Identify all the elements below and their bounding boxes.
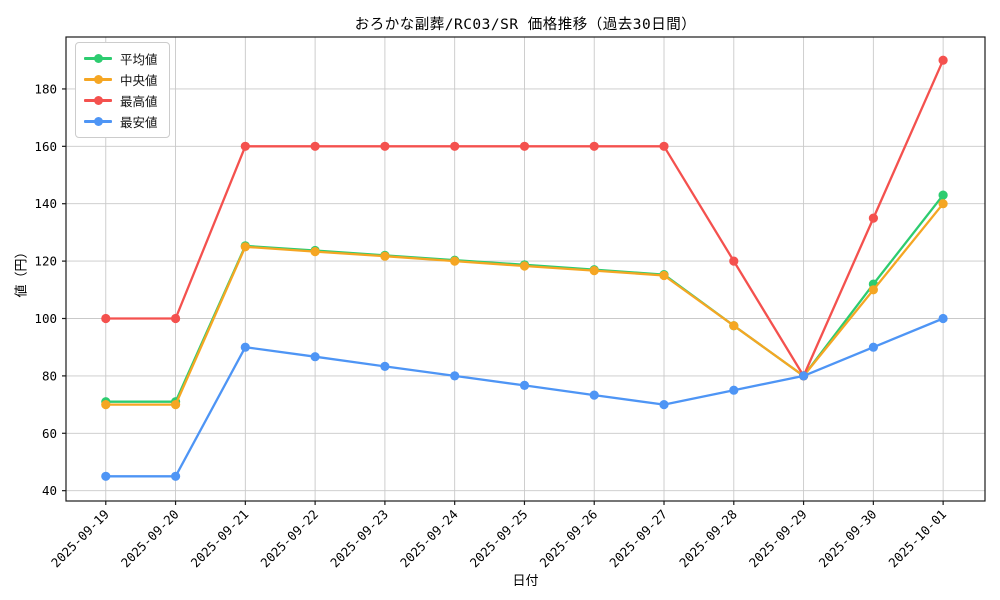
- legend-entry: 平均値: [84, 48, 158, 69]
- x-tick-label: 2025-09-30: [816, 507, 880, 571]
- data-point-最高値: [659, 141, 669, 151]
- chart-title: おろかな副葬/RC03/SR 価格推移（過去30日間）: [354, 17, 697, 33]
- legend-marker-icon: [84, 75, 112, 84]
- legend-label: 最安値: [120, 115, 158, 130]
- legend-marker-icon: [84, 54, 112, 63]
- legend-label: 最高値: [120, 94, 158, 109]
- x-tick-label: 2025-09-19: [48, 507, 112, 571]
- data-point-中央値: [729, 321, 739, 331]
- data-point-最安値: [729, 385, 739, 395]
- data-point-最高値: [589, 141, 599, 151]
- data-point-最安値: [868, 342, 879, 352]
- data-point-中央値: [589, 266, 599, 276]
- y-tick-label: 60: [42, 426, 57, 441]
- data-point-中央値: [240, 242, 250, 252]
- x-tick-label: 2025-09-29: [746, 507, 810, 571]
- data-point-最安値: [659, 400, 669, 410]
- data-point-中央値: [868, 285, 879, 295]
- y-tick-label: 80: [42, 368, 57, 383]
- x-tick-label: 2025-09-24: [397, 507, 461, 571]
- legend-dot: [94, 54, 103, 63]
- legend-marker-icon: [84, 96, 112, 105]
- plot-frame: [65, 36, 986, 502]
- x-tick-label: 2025-09-22: [257, 507, 321, 571]
- legend-label: 中央値: [120, 73, 158, 88]
- data-point-中央値: [659, 270, 669, 281]
- data-point-最高値: [519, 141, 530, 151]
- x-tick-label: 2025-09-25: [467, 507, 531, 571]
- data-point-中央値: [101, 400, 111, 410]
- data-point-最安値: [799, 371, 809, 381]
- data-point-最安値: [450, 371, 460, 381]
- data-point-中央値: [938, 199, 948, 209]
- data-point-最高値: [240, 141, 250, 151]
- x-tick-label: 2025-09-26: [537, 507, 601, 571]
- y-tick-label: 120: [34, 254, 57, 269]
- x-tick-label: 2025-09-23: [327, 507, 391, 571]
- legend-dot: [94, 96, 103, 105]
- y-tick-label: 40: [42, 483, 57, 498]
- data-point-中央値: [310, 247, 320, 257]
- y-axis-label: 値（円）: [14, 245, 30, 298]
- x-tick-label: 2025-09-21: [188, 507, 252, 571]
- data-point-中央値: [171, 400, 181, 410]
- data-point-最安値: [310, 352, 320, 362]
- y-tick-label: 100: [34, 311, 57, 326]
- legend-marker-icon: [84, 117, 112, 126]
- data-point-最安値: [380, 361, 390, 371]
- data-point-最安値: [101, 471, 111, 481]
- legend: 平均値中央値最高値最安値: [75, 42, 170, 138]
- x-tick-label: 2025-09-27: [606, 507, 670, 571]
- data-point-最高値: [868, 213, 879, 223]
- legend-dot: [94, 117, 103, 126]
- y-tick-label: 180: [34, 81, 57, 96]
- data-point-最安値: [938, 313, 948, 324]
- legend-dot: [94, 75, 103, 84]
- data-point-最高値: [938, 55, 948, 65]
- x-axis-label: 日付: [512, 574, 539, 589]
- data-point-最高値: [171, 313, 181, 324]
- data-point-中央値: [519, 261, 530, 271]
- data-point-中央値: [380, 251, 390, 261]
- x-tick-label: 2025-10-01: [885, 507, 949, 571]
- data-point-最高値: [310, 141, 320, 151]
- data-point-最高値: [101, 313, 111, 324]
- data-point-最高値: [380, 141, 390, 151]
- data-point-平均値: [938, 190, 948, 200]
- data-point-最安値: [171, 471, 181, 481]
- data-point-最高値: [450, 141, 460, 151]
- legend-entry: 中央値: [84, 69, 158, 90]
- data-point-最安値: [589, 390, 599, 400]
- legend-label: 平均値: [120, 52, 158, 67]
- legend-entry: 最高値: [84, 90, 158, 111]
- y-tick-label: 160: [34, 139, 57, 154]
- y-tick-label: 140: [34, 196, 57, 211]
- x-tick-label: 2025-09-28: [676, 507, 740, 571]
- legend-entry: 最安値: [84, 111, 158, 132]
- x-tick-label: 2025-09-20: [118, 507, 182, 571]
- data-point-最高値: [729, 256, 739, 266]
- data-point-最安値: [519, 380, 530, 390]
- data-point-中央値: [450, 256, 460, 266]
- data-point-最安値: [240, 342, 250, 352]
